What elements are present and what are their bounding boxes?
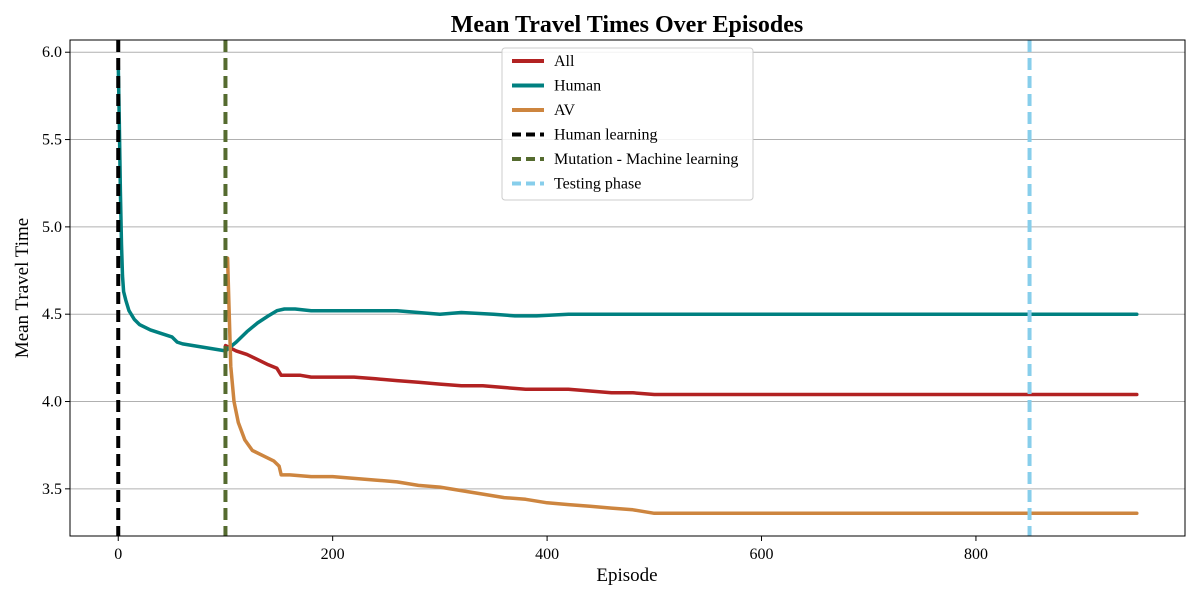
legend: All Human AV Human learning Mutation - Machi… (501, 47, 754, 201)
y-axis-ticks: 3.5 4.0 4.5 5.0 5.5 6.0 (42, 44, 70, 498)
legend-label: Human learning (554, 127, 658, 144)
y-axis-label: Mean Travel Time (12, 218, 33, 358)
legend-label: AV (554, 102, 575, 119)
series-line-human (116, 59, 1139, 353)
x-axis-ticks: 0 200 400 600 800 (114, 536, 988, 563)
y-tick-label: 5.5 (42, 132, 62, 149)
y-tick-label: 3.5 (42, 481, 62, 498)
vline-layer (116, 40, 1032, 536)
legend-box (501, 47, 754, 201)
y-tick-label: 4.5 (42, 306, 62, 323)
y-tick-label: 4.0 (42, 394, 62, 411)
legend-label: Human (554, 78, 601, 95)
y-tick-label: 5.0 (42, 219, 62, 236)
legend-label: Testing phase (554, 176, 641, 193)
x-tick-label: 0 (114, 546, 122, 563)
x-tick-label: 200 (321, 546, 345, 563)
x-axis-label: Episode (596, 565, 657, 586)
legend-items: All Human AV Human learning Mutation - Machi… (512, 53, 738, 193)
x-tick-label: 600 (750, 546, 774, 563)
series-line-av (225, 256, 1139, 516)
y-tick-label: 6.0 (42, 44, 62, 61)
x-tick-label: 800 (964, 546, 988, 563)
chart-title: Mean Travel Times Over Episodes (451, 12, 803, 38)
legend-label: Mutation - Machine learning (554, 151, 738, 168)
series-line-all (223, 343, 1139, 397)
series-layer (116, 59, 1139, 516)
x-tick-label: 400 (535, 546, 559, 563)
plot-frame (69, 39, 1186, 537)
legend-label: All (554, 53, 575, 70)
